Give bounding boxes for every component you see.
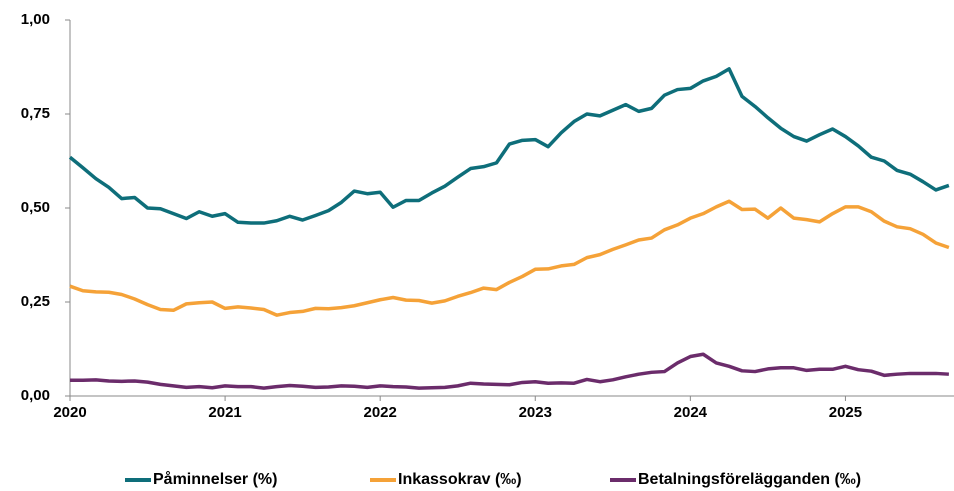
legend-label: Inkassokrav (‰): [398, 471, 522, 488]
x-tick-label: 2020: [53, 404, 86, 421]
x-tick-label: 2022: [363, 404, 396, 421]
y-tick-label: 0,75: [21, 105, 50, 122]
y-tick-label: 0,25: [21, 293, 50, 310]
legend: Påminnelser (%) Inkassokrav (‰) Betalnings…: [125, 470, 861, 488]
series-line: [70, 352, 949, 390]
series-line: [69, 199, 950, 317]
x-tick-label: 2021: [208, 404, 241, 421]
series-line: [68, 67, 950, 225]
y-tick-label: 0,50: [21, 199, 50, 216]
legend-label: Betalningsförelägganden (‰): [638, 471, 861, 488]
legend-label: Påminnelser (%): [153, 470, 277, 488]
y-tick-label: 1,00: [21, 11, 50, 28]
y-tick-label: 0,00: [21, 387, 50, 404]
x-tick-label: 2024: [674, 404, 708, 421]
x-tick-label: 2025: [829, 404, 862, 421]
x-tick-label: 2023: [519, 404, 552, 421]
